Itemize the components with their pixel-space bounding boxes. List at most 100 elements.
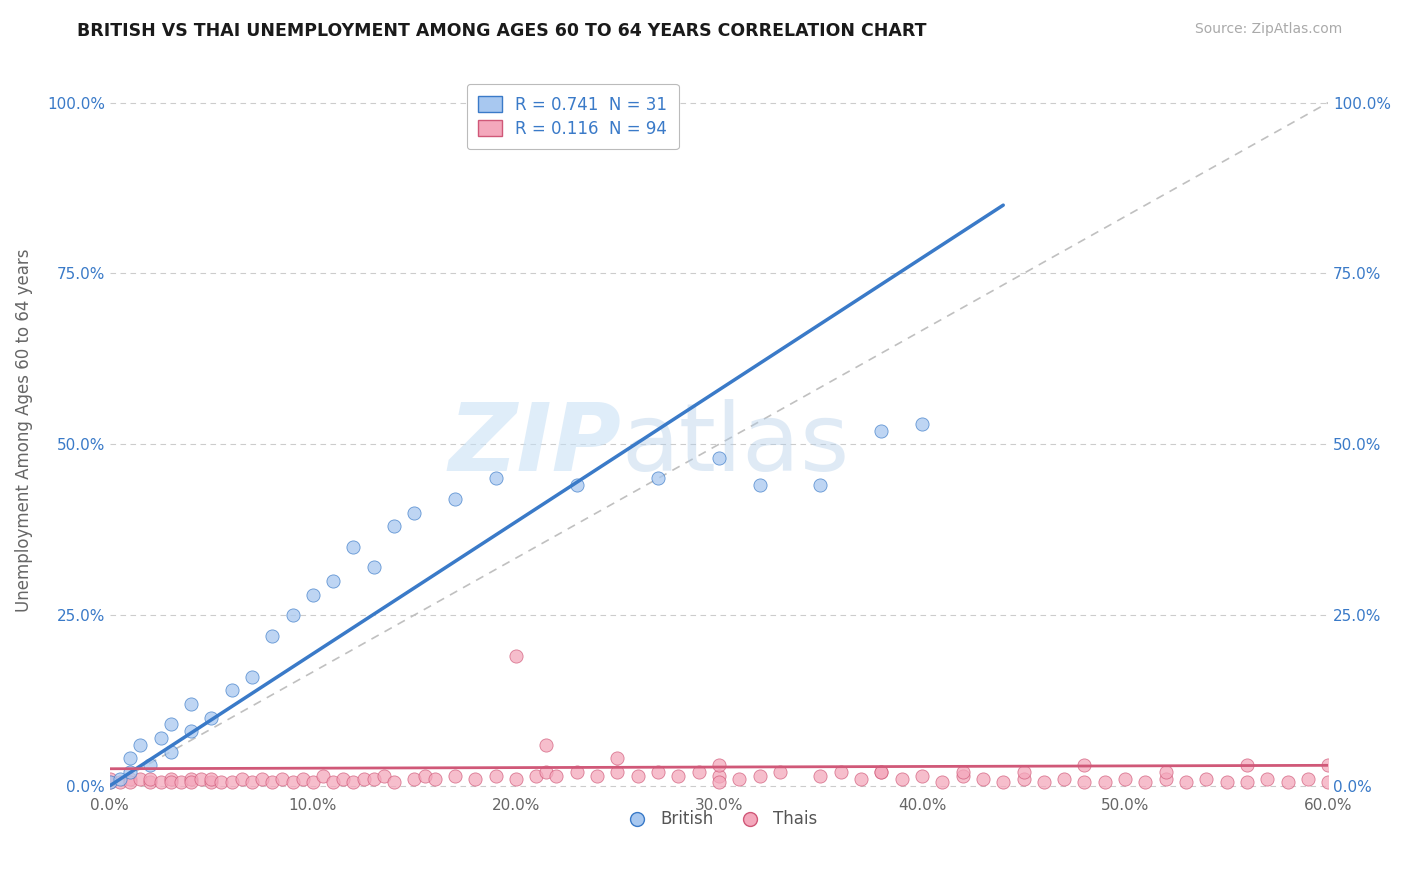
Point [748,478,770,492]
Point [332,772,354,786]
Point [707,768,730,782]
Point [688,765,710,780]
Point [363,560,385,574]
Point [149,731,172,745]
Point [312,768,335,782]
Point [565,478,588,492]
Point [129,772,152,786]
Point [505,648,527,663]
Point [271,772,294,786]
Point [281,608,304,623]
Point [972,772,994,786]
Point [870,424,893,438]
Point [159,772,181,786]
Point [536,765,558,780]
Point [250,772,273,786]
Point [870,765,893,780]
Point [911,417,934,431]
Point [404,506,426,520]
Point [363,772,385,786]
Point [546,768,568,782]
Point [1195,772,1218,786]
Point [98,772,121,786]
Point [262,628,284,642]
Point [952,765,974,780]
Point [159,717,181,731]
Point [129,738,152,752]
Point [1012,765,1035,780]
Point [484,471,506,485]
Point [505,772,527,786]
Point [1114,772,1136,786]
Point [586,768,609,782]
Point [149,775,172,789]
Text: ZIP: ZIP [449,399,621,491]
Point [1175,775,1198,789]
Point [180,697,202,711]
Point [565,765,588,780]
Text: BRITISH VS THAI UNEMPLOYMENT AMONG AGES 60 TO 64 YEARS CORRELATION CHART: BRITISH VS THAI UNEMPLOYMENT AMONG AGES … [77,22,927,40]
Text: atlas: atlas [621,399,849,491]
Point [1236,758,1258,772]
Point [209,775,232,789]
Point [707,758,730,772]
Point [890,772,912,786]
Point [382,775,405,789]
Point [382,519,405,533]
Legend: British, Thais: British, Thais [613,804,824,835]
Point [413,768,436,782]
Point [952,768,974,782]
Point [1317,775,1340,789]
Point [98,775,121,789]
Point [180,724,202,739]
Point [200,775,222,789]
Point [606,765,628,780]
Point [262,775,284,789]
Point [707,450,730,465]
Point [1317,758,1340,772]
Point [231,772,253,786]
Point [404,772,426,786]
Point [769,765,792,780]
Point [221,683,243,698]
Point [484,768,506,782]
Point [1154,772,1177,786]
Point [291,772,314,786]
Point [180,772,202,786]
Point [524,768,547,782]
Point [342,540,364,554]
Point [301,588,323,602]
Y-axis label: Unemployment Among Ages 60 to 64 years: Unemployment Among Ages 60 to 64 years [15,249,32,612]
Point [748,768,770,782]
Point [444,491,467,506]
Point [353,772,375,786]
Point [301,775,323,789]
Point [1215,775,1237,789]
Point [1256,772,1278,786]
Point [1053,772,1076,786]
Point [728,772,751,786]
Point [322,574,344,588]
Point [1154,765,1177,780]
Point [444,768,467,782]
Point [139,758,162,772]
Text: Source: ZipAtlas.com: Source: ZipAtlas.com [1195,22,1343,37]
Point [159,745,181,759]
Point [707,775,730,789]
Point [120,751,142,765]
Point [1032,775,1054,789]
Point [536,738,558,752]
Point [98,775,121,789]
Point [139,775,162,789]
Point [993,775,1015,789]
Point [931,775,953,789]
Point [810,768,832,782]
Point [627,768,650,782]
Point [1135,775,1157,789]
Point [606,751,628,765]
Point [240,669,263,683]
Point [190,772,212,786]
Point [1236,775,1258,789]
Point [911,768,934,782]
Point [159,775,181,789]
